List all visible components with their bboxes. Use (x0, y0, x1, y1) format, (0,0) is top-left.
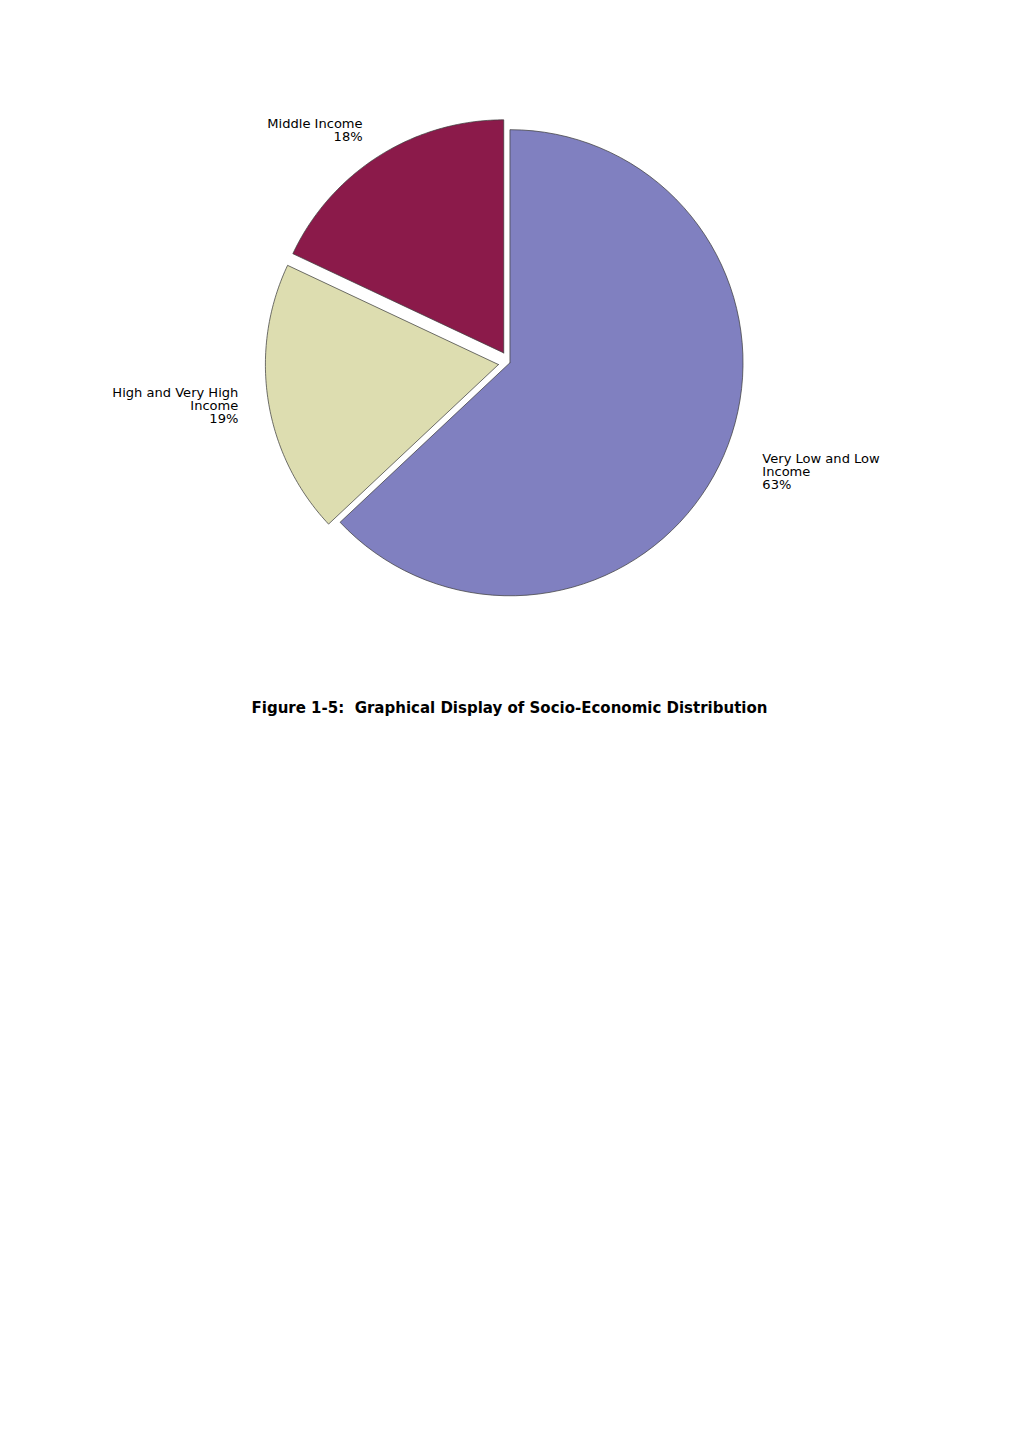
svg-text:High and Very HighIncome19%: High and Very HighIncome19% (112, 385, 238, 426)
svg-text:Middle Income18%: Middle Income18% (267, 116, 362, 144)
html-text:Figure 1-5: Graphical Display: Figure 1-5: Graphical Display of Socio-E… (251, 698, 768, 717)
svg-text:Very Low and LowIncome63%: Very Low and LowIncome63% (762, 451, 880, 492)
